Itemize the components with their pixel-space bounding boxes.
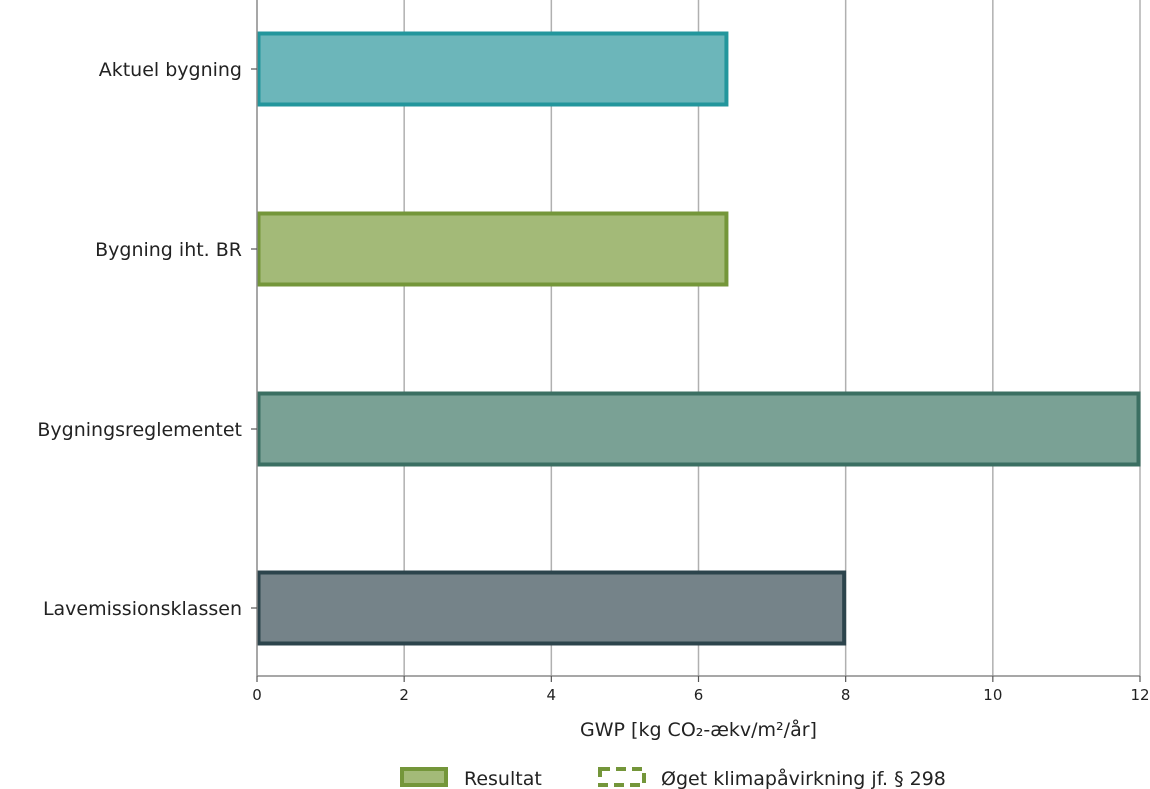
- legend-label-0: Resultat: [464, 768, 542, 789]
- legend-label-1: Øget klimapåvirkning jf. § 298: [661, 767, 946, 789]
- category-label-1: Bygning iht. BR: [95, 239, 242, 261]
- bar-1: [256, 211, 729, 287]
- x-tick-label-6: 12: [1130, 686, 1149, 704]
- category-label-0: Aktuel bygning: [99, 59, 242, 81]
- grid-lines: [403, 0, 1141, 676]
- category-label-3: Lavemissionsklassen: [43, 598, 242, 620]
- bars: [256, 31, 1141, 646]
- bar-2: [256, 391, 1141, 467]
- x-tick-label-3: 6: [694, 686, 704, 704]
- legend-swatch-solid: [400, 767, 448, 787]
- x-tick-label-5: 10: [983, 686, 1002, 704]
- x-tick-label-2: 4: [547, 686, 557, 704]
- x-tick-label-0: 0: [252, 686, 262, 704]
- x-tick-label-4: 8: [841, 686, 851, 704]
- category-label-2: Bygningsreglementet: [37, 419, 242, 441]
- x-ticks: 0 2 4 6 8 10 12: [252, 676, 1150, 704]
- bar-0: [256, 31, 729, 107]
- legend: Resultat Øget klimapåvirkning jf. § 298: [400, 767, 946, 789]
- category-labels: Aktuel bygning Bygning iht. BR Bygningsreg…: [37, 59, 257, 620]
- legend-swatch-dashed: [598, 767, 646, 787]
- x-axis-title: GWP [kg CO₂-ækv/m²/år]: [580, 718, 817, 741]
- x-tick-label-1: 2: [399, 686, 409, 704]
- bar-3: [256, 570, 847, 646]
